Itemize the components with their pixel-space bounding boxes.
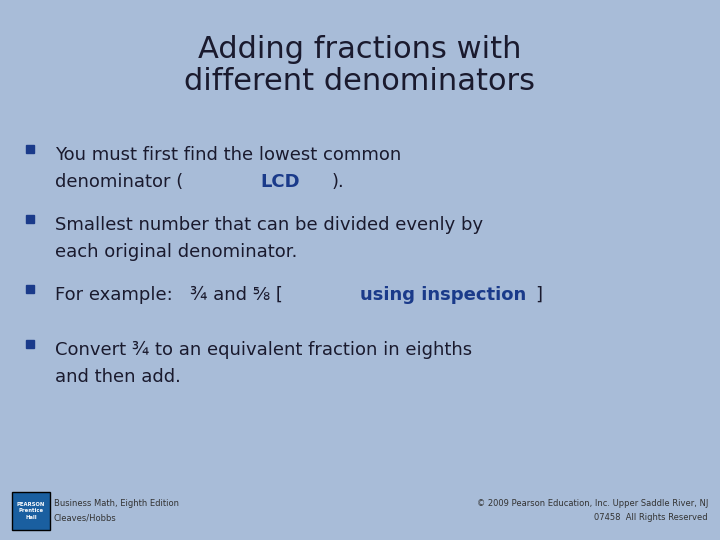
Text: For example:   ¾ and ⅝ [: For example: ¾ and ⅝ [ [55, 286, 283, 304]
Text: Smallest number that can be divided evenly by: Smallest number that can be divided even… [55, 216, 483, 234]
Text: PEARSON
Prentice
Hall: PEARSON Prentice Hall [17, 502, 45, 519]
Text: denominator (: denominator ( [55, 173, 184, 191]
Text: different denominators: different denominators [184, 68, 536, 97]
Text: © 2009 Pearson Education, Inc. Upper Saddle River, NJ: © 2009 Pearson Education, Inc. Upper Sad… [477, 500, 708, 509]
Text: LCD: LCD [261, 173, 300, 191]
Text: using inspection: using inspection [361, 286, 527, 304]
Text: Cleaves/Hobbs: Cleaves/Hobbs [54, 514, 117, 523]
Text: ).: ). [332, 173, 345, 191]
Text: Business Math, Eighth Edition: Business Math, Eighth Edition [54, 500, 179, 509]
Text: and then add.: and then add. [55, 368, 181, 386]
Text: each original denominator.: each original denominator. [55, 243, 297, 261]
FancyBboxPatch shape [12, 492, 50, 530]
Text: ]: ] [536, 286, 543, 304]
Text: Adding fractions with: Adding fractions with [198, 36, 522, 64]
Text: You must first find the lowest common: You must first find the lowest common [55, 146, 401, 164]
Text: 07458  All Rights Reserved: 07458 All Rights Reserved [595, 514, 708, 523]
Text: Convert ¾ to an equivalent fraction in eighths: Convert ¾ to an equivalent fraction in e… [55, 341, 472, 359]
